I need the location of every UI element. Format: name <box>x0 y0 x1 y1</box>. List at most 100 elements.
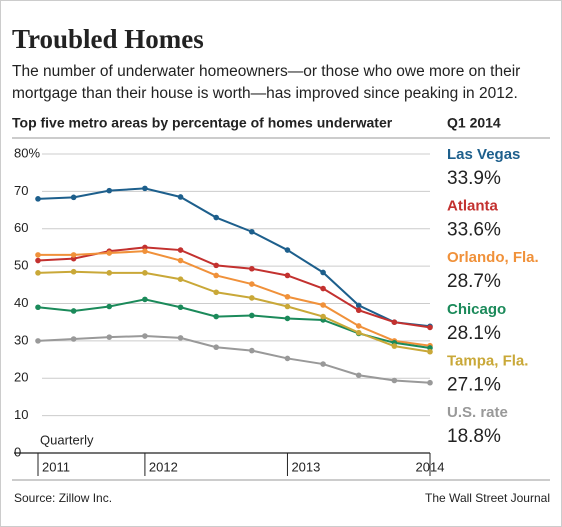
data-point <box>142 185 148 192</box>
data-point <box>391 319 398 325</box>
data-point <box>249 295 255 301</box>
data-point <box>213 262 219 269</box>
value-label: 33.6% <box>447 220 501 241</box>
data-point <box>106 270 113 276</box>
data-point <box>35 270 41 276</box>
data-point <box>35 196 41 202</box>
credit: The Wall Street Journal <box>425 491 550 505</box>
data-point <box>177 276 184 283</box>
legend-name: Las Vegas <box>447 146 520 163</box>
y-tick-label: 60 <box>14 220 28 235</box>
data-point <box>427 348 433 355</box>
y-tick-label: 80% <box>14 145 40 160</box>
data-point <box>284 293 291 300</box>
source: Source: Zillow Inc. <box>14 491 112 505</box>
data-point <box>106 187 113 194</box>
data-point <box>284 247 291 253</box>
x-tick-label: 2011 <box>42 459 70 474</box>
data-point <box>142 333 148 339</box>
legend-name: Tampa, Fla. <box>447 352 528 369</box>
data-point <box>35 338 41 344</box>
data-point <box>177 257 184 264</box>
data-point <box>70 252 77 258</box>
data-point <box>284 355 291 362</box>
series-line <box>38 250 431 347</box>
legend-name: U.S. rate <box>447 404 508 421</box>
data-point <box>213 313 219 320</box>
data-point <box>284 315 291 322</box>
data-point <box>106 334 113 340</box>
value-label: 28.7% <box>447 271 501 292</box>
data-point <box>320 313 326 320</box>
data-point <box>177 304 184 311</box>
data-point <box>142 270 148 276</box>
data-point <box>249 312 255 319</box>
data-point <box>213 272 219 279</box>
chart-heading: Top five metro areas by percentage of ho… <box>12 115 393 131</box>
data-point <box>106 303 113 310</box>
data-point <box>177 247 184 253</box>
data-point <box>320 285 326 292</box>
value-label: 18.8% <box>447 426 501 447</box>
data-point <box>106 250 113 256</box>
data-point <box>355 323 362 329</box>
data-point <box>249 347 255 354</box>
data-point <box>249 265 255 272</box>
value-label: 28.1% <box>447 323 501 344</box>
data-point <box>427 324 433 331</box>
data-point <box>142 248 148 254</box>
data-point <box>355 372 362 379</box>
data-point <box>177 194 184 200</box>
x-tick-label: 2013 <box>291 459 320 474</box>
series-line <box>37 270 431 353</box>
data-point <box>213 214 219 221</box>
data-point <box>142 296 148 303</box>
data-point <box>249 281 255 287</box>
data-point <box>391 343 398 349</box>
data-point <box>249 228 255 235</box>
legend-name: Orlando, Fla. <box>447 249 539 266</box>
data-point <box>427 379 433 386</box>
chart-title: Troubled Homes <box>12 24 204 54</box>
y-tick-label: 70 <box>14 183 28 198</box>
x-tick-label: 2014 <box>416 459 445 474</box>
value-label: 33.9% <box>447 168 501 189</box>
data-point <box>213 289 219 296</box>
data-point <box>35 304 41 311</box>
data-point <box>320 361 326 367</box>
y-tick-label: 20 <box>14 370 28 385</box>
data-point <box>355 302 362 309</box>
data-point <box>70 308 77 314</box>
x-axis-label: Quarterly <box>40 432 94 447</box>
value-label: 27.1% <box>447 374 501 395</box>
series-line <box>37 335 431 384</box>
data-point <box>70 336 77 342</box>
legend-name: Chicago <box>447 301 506 318</box>
data-point <box>284 303 291 310</box>
subtitle-line: mortgage than their house is worth—has i… <box>12 85 518 102</box>
data-point <box>355 307 362 314</box>
data-point <box>320 302 326 308</box>
data-point <box>213 344 219 351</box>
data-point <box>355 329 362 336</box>
y-tick-label: 0 <box>14 444 21 459</box>
series-line <box>37 187 431 328</box>
legend-name: Atlanta <box>447 198 498 215</box>
legend-heading: Q1 2014 <box>447 115 501 131</box>
subtitle-line: The number of underwater homeowners—or t… <box>12 63 520 80</box>
y-tick-label: 50 <box>14 258 28 273</box>
data-point <box>391 377 398 384</box>
data-point <box>35 257 41 264</box>
y-tick-label: 40 <box>14 295 28 310</box>
data-point <box>284 272 291 279</box>
data-point <box>70 268 77 275</box>
data-point <box>177 335 184 341</box>
data-point <box>320 269 326 276</box>
y-tick-label: 10 <box>14 407 28 422</box>
y-tick-label: 30 <box>14 332 28 347</box>
data-point <box>35 252 41 258</box>
x-tick-label: 2012 <box>149 459 178 474</box>
data-point <box>70 194 77 201</box>
